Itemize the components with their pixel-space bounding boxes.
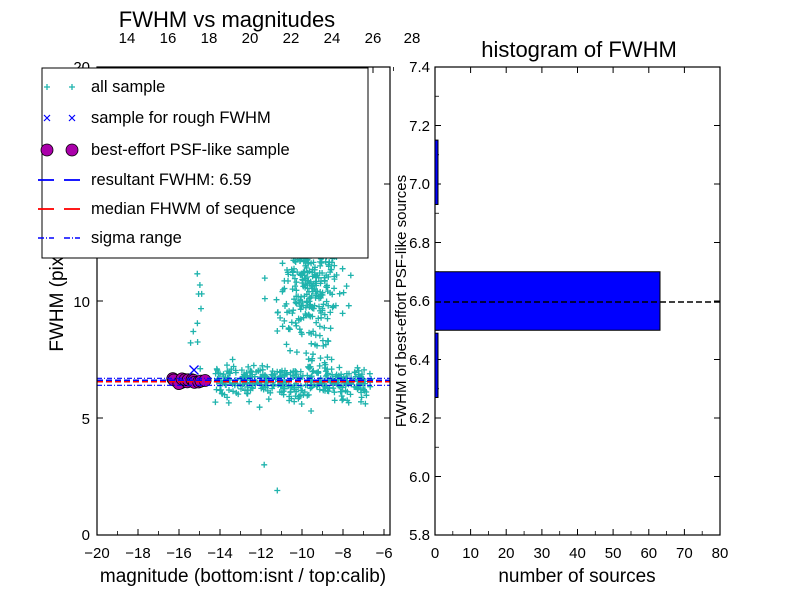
svg-text:20: 20 <box>498 545 515 562</box>
svg-text:18: 18 <box>201 30 218 47</box>
svg-text:6.2: 6.2 <box>409 410 430 427</box>
svg-text:24: 24 <box>324 30 341 47</box>
svg-text:−10: −10 <box>289 545 314 562</box>
svg-text:10: 10 <box>462 545 479 562</box>
svg-text:70: 70 <box>676 545 693 562</box>
svg-text:7.4: 7.4 <box>409 59 430 76</box>
svg-text:26: 26 <box>365 30 382 47</box>
svg-text:FWHM vs magnitudes: FWHM vs magnitudes <box>119 7 335 32</box>
svg-text:20: 20 <box>242 30 259 47</box>
svg-text:30: 30 <box>534 545 551 562</box>
svg-text:50: 50 <box>605 545 622 562</box>
svg-text:0: 0 <box>431 545 439 562</box>
svg-text:6.0: 6.0 <box>409 469 430 486</box>
svg-text:−8: −8 <box>334 545 351 562</box>
svg-text:6.4: 6.4 <box>409 352 430 369</box>
svg-text:60: 60 <box>640 545 657 562</box>
svg-text:14: 14 <box>119 30 136 47</box>
svg-text:best-effort PSF-like sample: best-effort PSF-like sample <box>91 141 290 159</box>
svg-text:6.6: 6.6 <box>409 293 430 310</box>
svg-text:−12: −12 <box>248 545 273 562</box>
svg-text:FWHM (pix): FWHM (pix) <box>47 250 68 351</box>
svg-text:median FHWM of sequence: median FHWM of sequence <box>91 200 296 218</box>
svg-text:resultant FWHM: 6.59: resultant FWHM: 6.59 <box>91 171 251 189</box>
svg-text:sigma range: sigma range <box>91 229 182 247</box>
svg-text:−6: −6 <box>375 545 392 562</box>
svg-text:all sample: all sample <box>91 78 165 96</box>
svg-text:FWHM of best-effort PSF-like s: FWHM of best-effort PSF-like sources <box>393 175 410 427</box>
svg-text:28: 28 <box>404 30 421 47</box>
svg-text:sample for rough FWHM: sample for rough FWHM <box>91 109 271 127</box>
svg-text:−18: −18 <box>125 545 150 562</box>
svg-text:16: 16 <box>160 30 177 47</box>
svg-text:80: 80 <box>712 545 729 562</box>
svg-text:0: 0 <box>82 527 90 544</box>
svg-text:−20: −20 <box>84 545 109 562</box>
svg-text:number of sources: number of sources <box>498 566 655 587</box>
svg-text:histogram of FWHM: histogram of FWHM <box>481 37 677 62</box>
svg-text:6.8: 6.8 <box>409 235 430 252</box>
svg-text:−16: −16 <box>166 545 191 562</box>
svg-text:7.0: 7.0 <box>409 176 430 193</box>
svg-text:10: 10 <box>73 294 90 311</box>
svg-text:7.2: 7.2 <box>409 118 430 135</box>
svg-text:−14: −14 <box>207 545 232 562</box>
svg-text:22: 22 <box>283 30 300 47</box>
svg-text:40: 40 <box>569 545 586 562</box>
svg-text:magnitude (bottom:isnt / top:c: magnitude (bottom:isnt / top:calib) <box>100 566 386 587</box>
svg-text:5: 5 <box>82 411 90 428</box>
svg-text:5.8: 5.8 <box>409 527 430 544</box>
